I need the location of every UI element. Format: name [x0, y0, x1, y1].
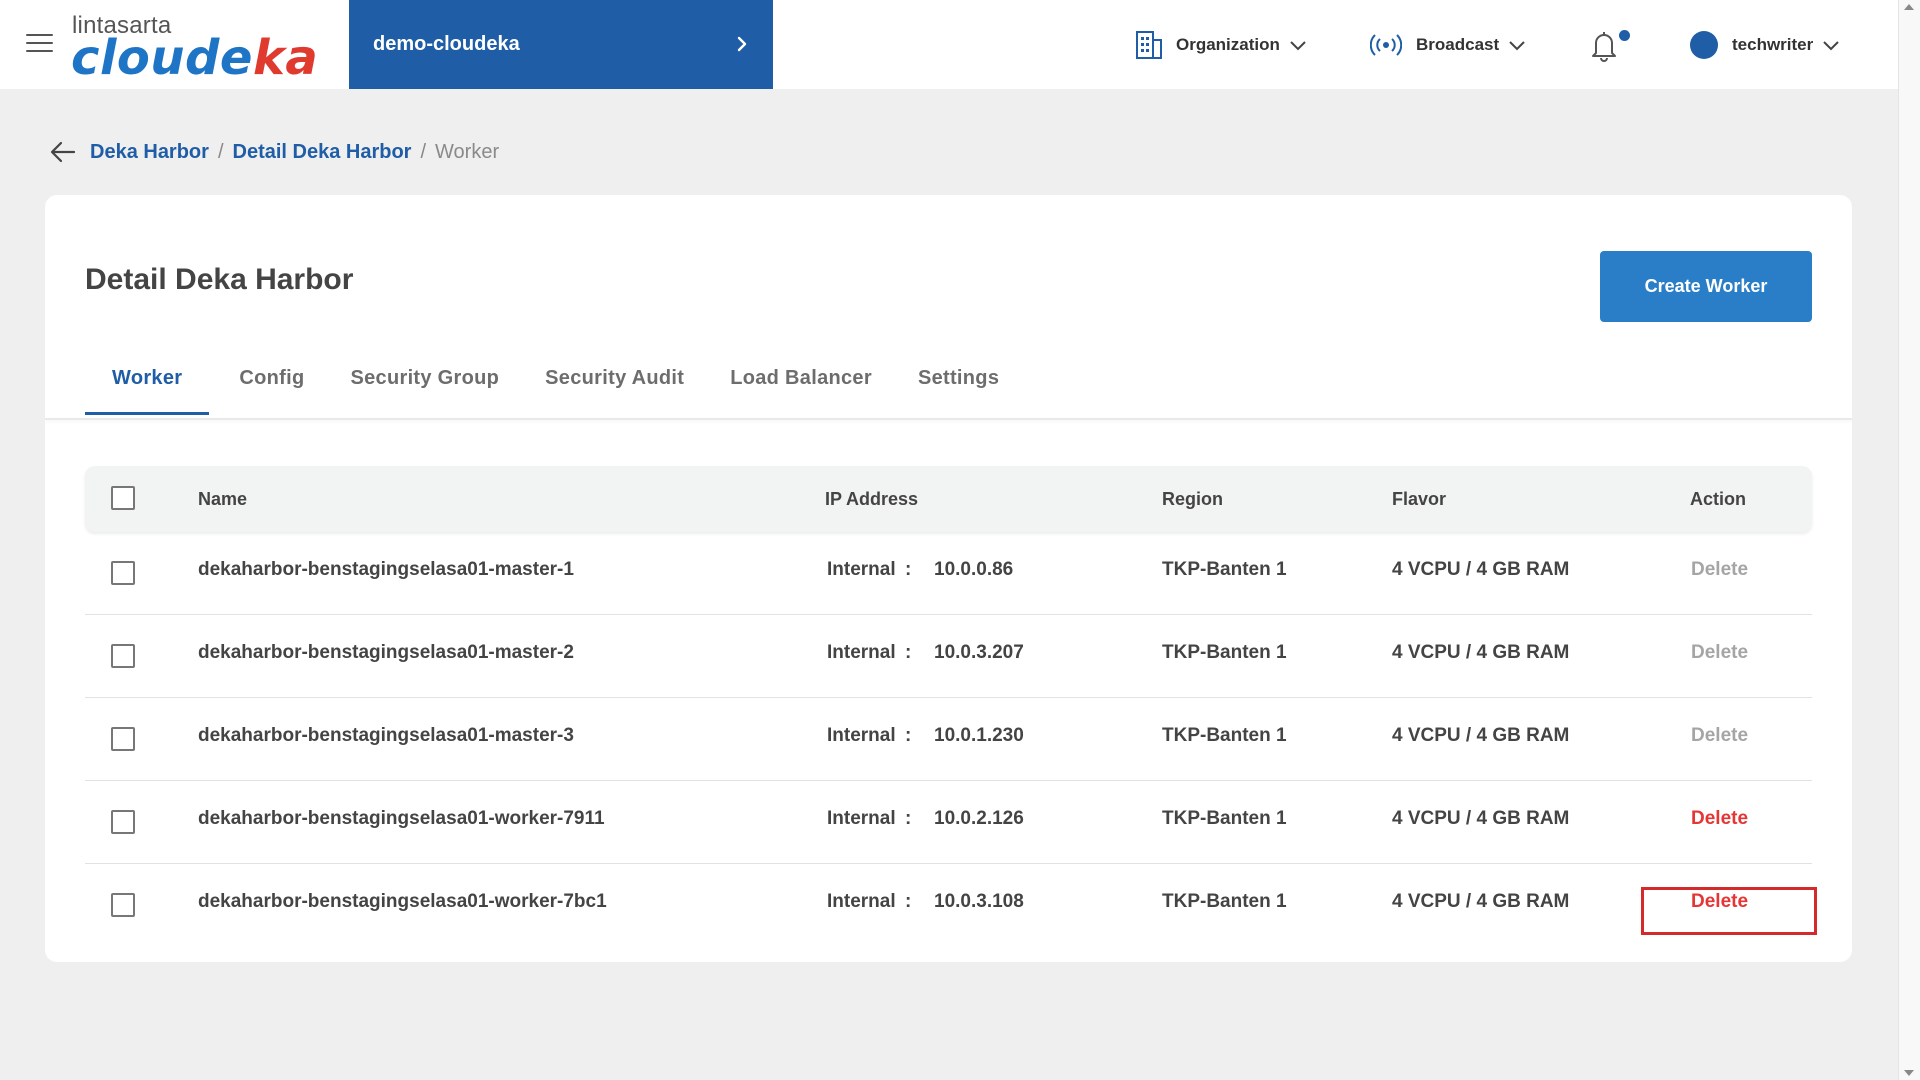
region: TKP-Banten 1 [1162, 642, 1287, 663]
ip-separator: : [905, 808, 912, 829]
column-header-flavor: Flavor [1392, 489, 1447, 509]
table-row: dekaharbor-benstagingselasa01-worker-791… [85, 781, 1812, 864]
flavor: 4 VCPU / 4 GB RAM [1392, 891, 1570, 912]
table-row: dekaharbor-benstagingselasa01-master-1 In… [85, 532, 1812, 615]
ip-address: 10.0.3.108 [934, 891, 1024, 912]
logo-cloudeka: cloudeka [71, 34, 318, 82]
logo-cloudeka-part-b: ka [252, 30, 319, 86]
flavor: 4 VCPU / 4 GB RAM [1392, 725, 1570, 746]
logo[interactable]: lintasarta cloudeka [71, 10, 318, 82]
ip-address: 10.0.3.207 [934, 642, 1024, 663]
avatar [1690, 31, 1718, 59]
column-header-name: Name [198, 489, 248, 509]
row-checkbox[interactable] [111, 893, 135, 917]
breadcrumb-separator: / [217, 140, 224, 163]
detail-card: Detail Deka Harbor Create Worker Worker … [45, 195, 1852, 962]
tab-worker[interactable]: Worker [85, 355, 210, 415]
breadcrumb-separator: / [420, 140, 427, 163]
logo-lintasarta: lintasarta [72, 12, 172, 39]
row-checkbox[interactable] [111, 810, 135, 834]
project-selector[interactable]: demo-cloudeka [349, 0, 773, 89]
organization-label: Organization [1176, 35, 1280, 54]
ip-address: 10.0.2.126 [934, 808, 1024, 829]
chevron-down-icon [1290, 41, 1306, 51]
delete-button: Delete [1691, 725, 1749, 746]
tab-settings[interactable]: Settings [917, 367, 1000, 389]
logo-cloudeka-part-a: cloude [71, 30, 253, 86]
delete-button: Delete [1691, 559, 1749, 580]
breadcrumb-current: Worker [435, 140, 500, 163]
chevron-right-icon [737, 36, 747, 52]
row-checkbox[interactable] [111, 727, 135, 751]
region: TKP-Banten 1 [1162, 725, 1287, 746]
ip-type: Internal [827, 642, 896, 663]
highlight-box [1641, 887, 1817, 935]
ip-type: Internal [827, 891, 896, 912]
chevron-down-icon [1509, 41, 1525, 51]
scroll-up-icon[interactable] [1904, 4, 1914, 10]
tab-divider [45, 418, 1852, 420]
building-icon [1136, 31, 1162, 59]
worker-name: dekaharbor-benstagingselasa01-master-2 [198, 642, 574, 663]
project-name: demo-cloudeka [373, 33, 520, 55]
scrollbar[interactable] [1898, 0, 1920, 1080]
table-row: dekaharbor-benstagingselasa01-master-2 In… [85, 615, 1812, 698]
flavor: 4 VCPU / 4 GB RAM [1392, 642, 1570, 663]
organization-menu[interactable]: Organization [1134, 28, 1308, 62]
tab-security-group[interactable]: Security Group [350, 367, 500, 389]
scroll-down-icon[interactable] [1904, 1070, 1914, 1076]
tab-load-balancer[interactable]: Load Balancer [730, 367, 872, 389]
column-header-ip: IP Address [825, 489, 919, 509]
breadcrumb-detail-deka-harbor[interactable]: Detail Deka Harbor [232, 140, 412, 163]
ip-separator: : [905, 559, 912, 580]
delete-button[interactable]: Delete [1691, 891, 1749, 912]
tab-config[interactable]: Config [239, 367, 305, 389]
flavor: 4 VCPU / 4 GB RAM [1392, 808, 1570, 829]
column-header-region: Region [1162, 489, 1223, 509]
ip-type: Internal [827, 559, 896, 580]
delete-button: Delete [1691, 642, 1749, 663]
worker-name: dekaharbor-benstagingselasa01-worker-7bc… [198, 891, 607, 912]
worker-name: dekaharbor-benstagingselasa01-master-3 [198, 725, 574, 746]
top-bar: lintasarta cloudeka demo-cloudeka Organi… [0, 0, 1898, 89]
row-checkbox[interactable] [111, 644, 135, 668]
table-row: dekaharbor-benstagingselasa01-master-3 In… [85, 698, 1812, 781]
bell-icon[interactable] [1584, 28, 1624, 62]
table-header: Name IP Address Region Flavor Action [85, 466, 1812, 532]
region: TKP-Banten 1 [1162, 891, 1287, 912]
notification-dot [1619, 30, 1630, 41]
tab-security-audit[interactable]: Security Audit [545, 367, 685, 389]
broadcast-icon [1370, 34, 1402, 56]
row-checkbox[interactable] [111, 561, 135, 585]
select-all-checkbox[interactable] [111, 486, 135, 510]
create-worker-button[interactable]: Create Worker [1600, 251, 1812, 322]
ip-address: 10.0.1.230 [934, 725, 1024, 746]
ip-separator: : [905, 725, 912, 746]
menu-icon[interactable] [26, 34, 53, 54]
ip-address: 10.0.0.86 [934, 559, 1014, 580]
column-header-action: Action [1690, 489, 1746, 509]
ip-type: Internal [827, 808, 896, 829]
breadcrumb: Deka Harbor / Detail Deka Harbor / Worke… [48, 139, 499, 165]
table-row: dekaharbor-benstagingselasa01-worker-7bc… [85, 864, 1812, 947]
page-title: Detail Deka Harbor [85, 263, 354, 296]
tab-bar: Worker Config Security Group Security Au… [85, 355, 1045, 415]
region: TKP-Banten 1 [1162, 559, 1287, 580]
flavor: 4 VCPU / 4 GB RAM [1392, 559, 1570, 580]
worker-name: dekaharbor-benstagingselasa01-worker-791… [198, 808, 605, 829]
breadcrumb-deka-harbor[interactable]: Deka Harbor [90, 140, 209, 163]
chevron-down-icon [1823, 41, 1839, 51]
region: TKP-Banten 1 [1162, 808, 1287, 829]
delete-button[interactable]: Delete [1691, 808, 1749, 829]
worker-name: dekaharbor-benstagingselasa01-master-1 [198, 559, 574, 580]
user-menu[interactable]: techwriter [1690, 28, 1841, 62]
ip-type: Internal [827, 725, 896, 746]
ip-separator: : [905, 642, 912, 663]
user-name: techwriter [1732, 35, 1814, 54]
broadcast-menu[interactable]: Broadcast [1370, 28, 1527, 62]
ip-separator: : [905, 891, 912, 912]
broadcast-label: Broadcast [1416, 35, 1500, 54]
back-arrow-icon[interactable] [48, 139, 78, 165]
